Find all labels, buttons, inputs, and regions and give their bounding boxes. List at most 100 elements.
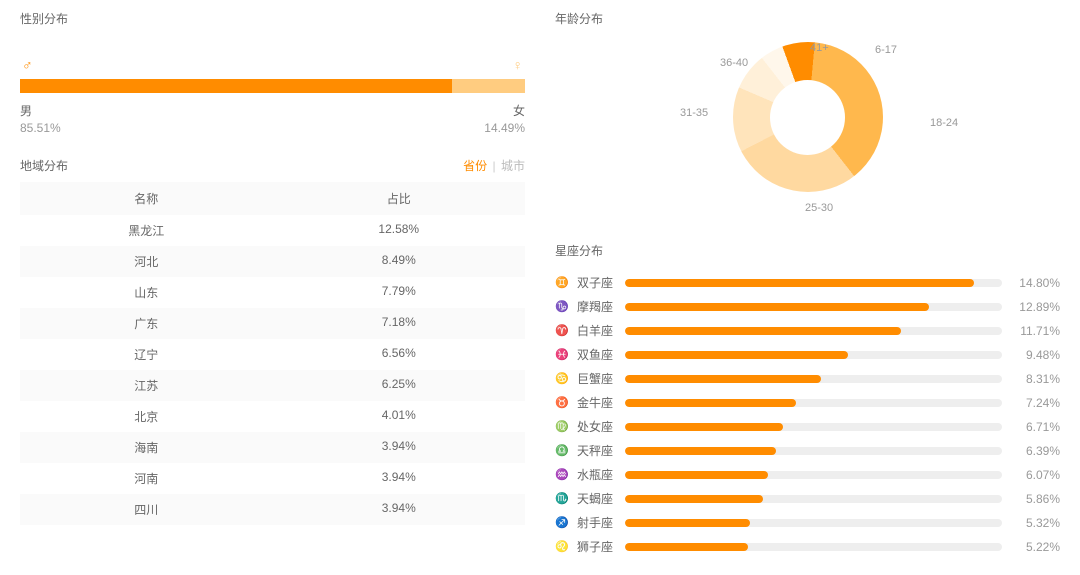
region-table-header: 名称 占比: [20, 182, 525, 215]
zodiac-pct: 6.71%: [1010, 420, 1060, 434]
zodiac-icon: ♋: [555, 372, 569, 385]
region-cell-pct: 4.01%: [273, 408, 526, 425]
zodiac-row: ♏天蝎座5.86%: [555, 490, 1060, 507]
zodiac-row: ♋ 巨蟹座 8.31%: [555, 370, 1060, 387]
age-slice-label: 31-35: [680, 107, 708, 119]
age-slice-label: 18-24: [930, 117, 958, 129]
zodiac-pct: 8.31%: [1010, 372, 1060, 386]
region-cell-pct: 3.94%: [273, 470, 526, 487]
zodiac-pct: 6.39%: [1010, 444, 1060, 458]
zodiac-pct: 12.89%: [1010, 300, 1060, 314]
zodiac-name: 天秤座: [577, 442, 617, 459]
zodiac-name: 白羊座: [577, 322, 617, 339]
female-icon: ♀: [513, 57, 524, 73]
zodiac-row: ♒ 水瓶座 6.07%: [555, 466, 1060, 483]
zodiac-pct: 7.24%: [1010, 396, 1060, 410]
gender-female-pct: 14.49%: [484, 120, 525, 137]
age-donut-wrap: 6-1718-2425-3031-3536-4041+: [555, 42, 1060, 222]
zodiac-name: 水瓶座: [577, 466, 617, 483]
region-cell-pct: 7.79%: [273, 284, 526, 301]
zodiac-bar-track: [625, 351, 1002, 359]
zodiac-bar-track: [625, 327, 1002, 335]
region-cell-name: 河南: [20, 470, 273, 487]
table-row: 四川3.94%: [20, 494, 525, 525]
region-cell-name: 广东: [20, 315, 273, 332]
zodiac-name: 天蝎座: [577, 490, 617, 507]
zodiac-bar: [625, 351, 848, 359]
region-title: 地域分布: [20, 157, 68, 174]
gender-bar: [20, 79, 525, 93]
zodiac-name: 摩羯座: [577, 298, 617, 315]
region-toggle-province[interactable]: 省份: [463, 159, 487, 173]
zodiac-bar: [625, 519, 750, 527]
region-cell-name: 黑龙江: [20, 222, 273, 239]
region-cell-name: 四川: [20, 501, 273, 518]
zodiac-row: ♎天秤座6.39%: [555, 442, 1060, 459]
zodiac-bar-track: [625, 519, 1002, 527]
zodiac-name: 处女座: [577, 418, 617, 435]
table-row: 河南3.94%: [20, 463, 525, 494]
gender-bar-male: [20, 79, 452, 93]
zodiac-bar-track: [625, 375, 1002, 383]
zodiac-icon: ♒: [555, 468, 569, 481]
age-slice-label: 41+: [810, 42, 829, 54]
zodiac-title: 星座分布: [555, 242, 1060, 259]
zodiac-bar: [625, 303, 929, 311]
region-cell-pct: 3.94%: [273, 501, 526, 518]
zodiac-icon: ♍: [555, 420, 569, 433]
region-cell-pct: 6.25%: [273, 377, 526, 394]
region-toggle-sep: |: [493, 159, 496, 173]
zodiac-icon: ♑: [555, 300, 569, 313]
table-row: 黑龙江12.58%: [20, 215, 525, 246]
gender-male-label: 男 85.51%: [20, 103, 61, 137]
zodiac-bar: [625, 399, 796, 407]
gender-title: 性别分布: [20, 10, 525, 27]
table-row: 辽宁6.56%: [20, 339, 525, 370]
region-cell-pct: 8.49%: [273, 253, 526, 270]
zodiac-row: ♐射手座5.32%: [555, 514, 1060, 531]
zodiac-bar-track: [625, 279, 1002, 287]
region-toggle-city[interactable]: 城市: [501, 159, 525, 173]
zodiac-bar: [625, 327, 901, 335]
zodiac-bar-track: [625, 495, 1002, 503]
table-row: 北京4.01%: [20, 401, 525, 432]
region-table: 名称 占比 黑龙江12.58%河北8.49%山东7.79%广东7.18%辽宁6.…: [20, 182, 525, 525]
zodiac-bar-track: [625, 399, 1002, 407]
region-cell-name: 山东: [20, 284, 273, 301]
zodiac-name: 双鱼座: [577, 346, 617, 363]
region-cell-pct: 3.94%: [273, 439, 526, 456]
region-cell-name: 辽宁: [20, 346, 273, 363]
zodiac-bar: [625, 375, 821, 383]
gender-male-text: 男: [20, 103, 61, 120]
region-cell-pct: 7.18%: [273, 315, 526, 332]
gender-section: 性别分布 ♂ ♀ 男 85.51% 女 14.49: [20, 10, 525, 137]
zodiac-section: 星座分布 ♊双子座14.80%♑摩羯座12.89%♈白羊座11.71%♓双鱼座9…: [555, 242, 1060, 555]
zodiac-bar: [625, 471, 768, 479]
zodiac-pct: 5.32%: [1010, 516, 1060, 530]
male-icon: ♂: [22, 57, 33, 73]
age-donut: [733, 42, 883, 192]
age-section: 年龄分布 6-1718-2425-3031-3536-4041+: [555, 10, 1060, 222]
region-cell-name: 河北: [20, 253, 273, 270]
zodiac-row: ♑ 摩羯座 12.89%: [555, 298, 1060, 315]
table-row: 河北8.49%: [20, 246, 525, 277]
region-cell-name: 北京: [20, 408, 273, 425]
zodiac-name: 巨蟹座: [577, 370, 617, 387]
gender-male-pct: 85.51%: [20, 120, 61, 137]
zodiac-name: 双子座: [577, 274, 617, 291]
zodiac-pct: 6.07%: [1010, 468, 1060, 482]
zodiac-bar-track: [625, 303, 1002, 311]
zodiac-row: ♍ 处女座 6.71%: [555, 418, 1060, 435]
zodiac-bar: [625, 447, 776, 455]
zodiac-bar: [625, 543, 748, 551]
gender-female-label: 女 14.49%: [484, 103, 525, 137]
zodiac-bar-track: [625, 471, 1002, 479]
zodiac-name: 金牛座: [577, 394, 617, 411]
zodiac-row: ♊双子座14.80%: [555, 274, 1060, 291]
age-slice-label: 25-30: [805, 202, 833, 214]
zodiac-name: 狮子座: [577, 538, 617, 555]
zodiac-pct: 9.48%: [1010, 348, 1060, 362]
region-col-pct: 占比: [273, 190, 526, 207]
zodiac-bar: [625, 495, 763, 503]
zodiac-pct: 5.22%: [1010, 540, 1060, 554]
